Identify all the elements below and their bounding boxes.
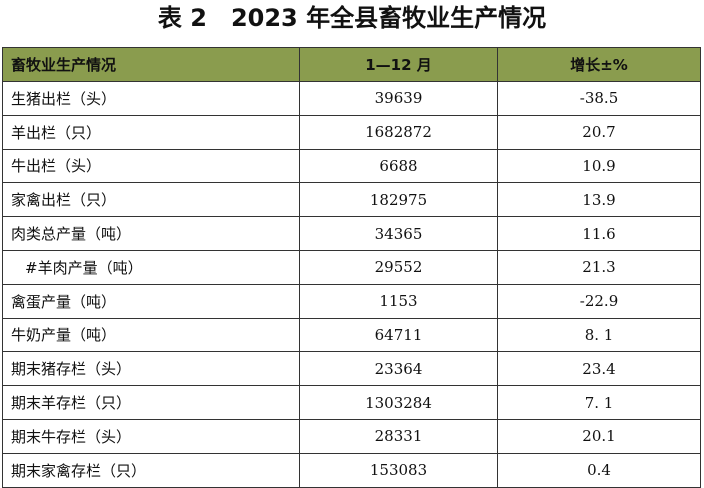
table-cell: 期末猪存栏（头） [2, 351, 300, 387]
table-cell: 23.4 [497, 351, 701, 387]
table-cell: 20.7 [497, 114, 701, 150]
table-row: 家禽出栏（只） 182975 13.9 [2, 182, 701, 218]
table-cell: 1153 [299, 283, 498, 319]
table-cell: #羊肉产量（吨） [2, 249, 300, 285]
table-cell: -38.5 [497, 81, 701, 116]
table-row: #羊肉产量（吨） 29552 21.3 [2, 249, 701, 285]
table-cell: 肉类总产量（吨） [2, 216, 300, 251]
table-cell: 期末羊存栏（只） [2, 385, 300, 420]
table-row: 生猪出栏（头） 39639 -38.5 [2, 81, 701, 116]
table-cell: 182975 [299, 182, 498, 218]
table-cell: 6688 [299, 148, 498, 184]
table-cell: 21.3 [497, 249, 701, 285]
table-cell: 29552 [299, 249, 498, 285]
table-cell: 153083 [299, 452, 498, 488]
table-cell: 23364 [299, 351, 498, 387]
table-cell: 28331 [299, 418, 498, 454]
table-cell: 生猪出栏（头） [2, 81, 300, 116]
table-cell: 期末家禽存栏（只） [2, 452, 300, 488]
table-cell: 13.9 [497, 182, 701, 218]
table-row: 牛出栏（头） 6688 10.9 [2, 148, 701, 184]
table-row: 肉类总产量（吨） 34365 11.6 [2, 216, 701, 251]
table-title: 表 2 2023 年全县畜牧业生产情况 [157, 4, 547, 32]
table-cell: -22.9 [497, 283, 701, 319]
table-row: 禽蛋产量（吨） 1153 -22.9 [2, 283, 701, 319]
table-cell: 7. 1 [497, 385, 701, 420]
data-table: 畜牧业生产情况 1—12 月增长±% 生猪出栏（头） 39639 -38.5 羊出栏（只… [2, 47, 701, 488]
table-cell: 1303284 [299, 385, 498, 420]
table-row: 期末羊存栏（只） 1303284 7. 1 [2, 385, 701, 420]
table-row: 期末猪存栏（头） 23364 23.4 [2, 351, 701, 387]
header-row: 畜牧业生产情况 1—12 月增长±% [2, 47, 701, 82]
table-row: 期末牛存栏（头） 28331 20.1 [2, 418, 701, 454]
table-cell: 0.4 [497, 452, 701, 488]
table-cell: 34365 [299, 216, 498, 251]
table-cell: 64711 [299, 317, 498, 353]
table-cell: 8. 1 [497, 317, 701, 353]
table-cell: 期末牛存栏（头） [2, 418, 300, 454]
table-row: 羊出栏（只） 1682872 20.7 [2, 114, 701, 150]
table-cell: 牛奶产量（吨） [2, 317, 300, 353]
table-cell: 10.9 [497, 148, 701, 184]
table-row: 牛奶产量（吨） 64711 8. 1 [2, 317, 701, 353]
header-cell: 畜牧业生产情况 [2, 47, 300, 82]
table-cell: 1682872 [299, 114, 498, 150]
table-cell: 禽蛋产量（吨） [2, 283, 300, 319]
table-cell: 20.1 [497, 418, 701, 454]
table-cell: 牛出栏（头） [2, 148, 300, 184]
header-cell: 1—12 月 [299, 47, 498, 82]
table-cell: 家禽出栏（只） [2, 182, 300, 218]
table-row: 期末家禽存栏（只） 153083 0.4 [2, 452, 701, 488]
table-cell: 11.6 [497, 216, 701, 251]
table-cell: 39639 [299, 81, 498, 116]
table-cell: 羊出栏（只） [2, 114, 300, 150]
header-cell: 增长±% [497, 47, 701, 82]
